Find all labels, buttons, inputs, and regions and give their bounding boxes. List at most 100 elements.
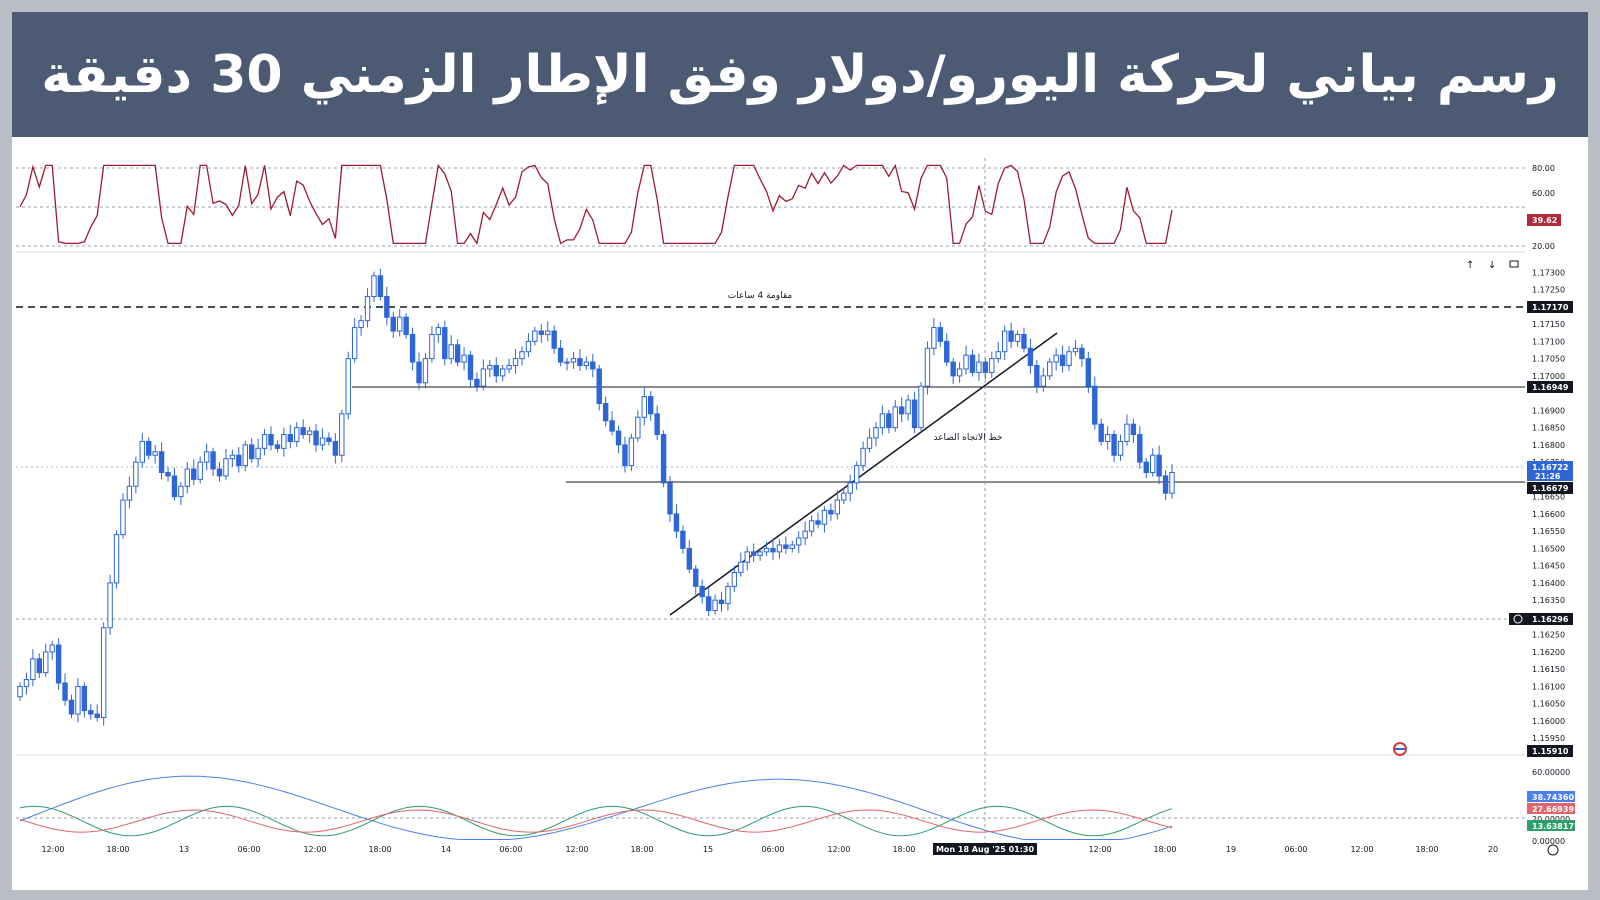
candle: [1169, 471, 1175, 494]
candle: [454, 344, 461, 363]
candle: [68, 699, 75, 715]
candle: [886, 413, 892, 429]
candle: [570, 358, 577, 363]
candle: [731, 572, 738, 587]
scroll-up-icon[interactable]: ↑: [1466, 260, 1474, 271]
candle: [248, 444, 255, 460]
time-tick-label: 19: [1226, 845, 1236, 854]
crosshair-time-tag: [933, 843, 1037, 855]
settings-eye-icon[interactable]: [1547, 844, 1559, 856]
bottom-price-tag: [1527, 745, 1573, 757]
candle: [1027, 347, 1034, 367]
candle: [236, 454, 242, 467]
current-price-label: 1.16722: [1532, 463, 1568, 472]
price-tick-label: 1.17100: [1532, 337, 1565, 346]
candle: [178, 485, 184, 498]
time-tick-label: 06:00: [237, 845, 260, 854]
candle: [81, 685, 88, 712]
candle: [49, 644, 55, 653]
candle: [525, 340, 532, 353]
candle: [261, 434, 268, 449]
candle: [847, 482, 853, 494]
time-tick-label: 12:00: [1088, 845, 1111, 854]
candle: [332, 440, 339, 456]
candle: [712, 599, 718, 612]
candle: [660, 434, 667, 484]
candle: [429, 333, 435, 360]
candle: [757, 551, 763, 556]
candle: [158, 451, 165, 473]
candle: [1117, 440, 1124, 456]
candle: [853, 465, 860, 484]
resistance-price-label: 1.17170: [1532, 303, 1569, 312]
indicator-value-blue: 38.74360: [1532, 793, 1574, 802]
price-tick-label: 1.17150: [1532, 320, 1565, 329]
candle: [956, 368, 963, 377]
candle: [519, 351, 525, 360]
candle: [94, 713, 100, 718]
price-tick-label: 1.16000: [1532, 717, 1565, 726]
candle: [55, 644, 62, 684]
candle: [596, 368, 602, 404]
candle: [995, 351, 1001, 360]
uptrend-line: [669, 332, 1058, 616]
candle: [615, 430, 622, 446]
candle: [442, 327, 448, 360]
candle: [963, 354, 969, 370]
time-tick-label: 12:00: [827, 845, 850, 854]
candle: [210, 451, 216, 470]
candle: [937, 327, 944, 342]
candle: [918, 385, 924, 429]
candle: [808, 520, 815, 532]
candle: [216, 468, 223, 477]
candle: [326, 437, 332, 442]
candle: [113, 534, 120, 584]
candle: [467, 354, 474, 380]
scroll-down-icon[interactable]: ↓: [1488, 260, 1496, 271]
candle: [358, 320, 364, 329]
price-tick-label: 1.16100: [1532, 682, 1565, 691]
candle: [1092, 385, 1098, 425]
candle: [770, 547, 776, 553]
candle: [197, 461, 203, 480]
candle: [242, 444, 248, 467]
candle: [705, 596, 712, 612]
candle: [1053, 354, 1059, 363]
indicator-tick-60: 60.00000: [1532, 768, 1570, 777]
indicator-tag-red: [1527, 803, 1575, 814]
candle: [667, 482, 673, 515]
price-tick-label: 1.16650: [1532, 493, 1565, 502]
candle: [693, 568, 699, 587]
candle-countdown-label: 21:26: [1535, 472, 1561, 481]
candle: [982, 361, 989, 373]
candle: [281, 434, 287, 449]
candle: [532, 330, 538, 342]
candle: [268, 434, 274, 446]
candle: [397, 316, 403, 332]
candle: [274, 444, 281, 449]
candle: [1143, 461, 1149, 473]
reset-view-icon[interactable]: [1509, 260, 1519, 268]
candle: [377, 275, 384, 298]
candle: [911, 399, 918, 429]
candle: [564, 361, 570, 364]
time-tick-label: 18:00: [1415, 845, 1438, 854]
crosshair-price-icon[interactable]: [1513, 614, 1523, 624]
title-banner: رسم بياني لحركة اليورو/دولار وفق الإطار …: [12, 12, 1588, 137]
candle: [628, 437, 635, 467]
candle: [126, 485, 133, 501]
candle: [390, 316, 396, 332]
candle: [107, 582, 113, 629]
price-tick-label: 1.16250: [1532, 631, 1565, 640]
candle: [538, 330, 544, 335]
candle: [763, 547, 770, 553]
candle: [88, 710, 94, 715]
price-tick-label: 1.16500: [1532, 544, 1565, 553]
candle: [783, 544, 789, 549]
candle: [120, 499, 126, 536]
time-tick-label: 12:00: [303, 845, 326, 854]
candle: [313, 430, 319, 446]
candle: [1162, 475, 1169, 494]
candle: [905, 399, 911, 415]
